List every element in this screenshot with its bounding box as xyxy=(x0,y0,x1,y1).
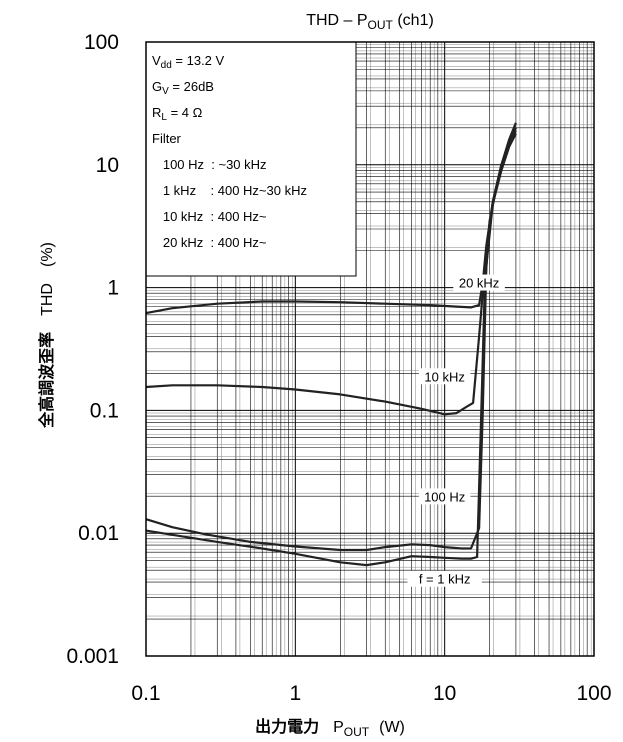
series-label-backdrop xyxy=(453,274,505,291)
series-label: 10 kHz xyxy=(424,369,464,384)
y-tick-label: 100 xyxy=(84,31,119,54)
legend-line: RL = 4 Ω xyxy=(152,105,203,123)
x-axis-label: 出力電力 POUT (W) xyxy=(255,717,405,739)
series-label-backdrop xyxy=(407,570,482,587)
x-tick-label: 1 xyxy=(289,682,301,705)
series-line xyxy=(145,127,517,567)
legend-line: Vdd = 13.2 V xyxy=(152,53,225,71)
legend-line: 20 kHz : 400 Hz~ xyxy=(152,235,267,250)
series-lines xyxy=(145,122,517,567)
tick-labels: 0.1 1 10 100 100 10 1 0.1 0.01 0.001 xyxy=(66,31,611,705)
x-tick-label: 0.1 xyxy=(131,682,160,705)
series-label-backdrop xyxy=(418,368,471,385)
series-label: f = 1 kHz xyxy=(419,572,471,587)
y-tick-label: 10 xyxy=(96,154,119,177)
x-tick-label: 100 xyxy=(576,682,611,705)
series-label-backdrop xyxy=(418,488,471,505)
y-tick-label: 0.01 xyxy=(78,522,119,545)
series-label: 20 kHz xyxy=(459,276,499,291)
y-tick-label: 0.001 xyxy=(66,645,119,668)
y-tick-label: 1 xyxy=(107,277,119,300)
y-tick-label: 0.1 xyxy=(90,399,119,422)
legend-box: Vdd = 13.2 V GV = 26dB RL = 4 Ω Filter 100 … xyxy=(145,41,357,277)
y-axis-label: 全高調波歪率THD(%) xyxy=(37,242,56,429)
legend-line: Filter xyxy=(152,131,182,146)
legend-text-lines: Vdd = 13.2 V GV = 26dB RL = 4 Ω Filter 100 … xyxy=(152,53,307,250)
legend-frame xyxy=(145,41,357,277)
series-labels: 20 kHz 10 kHz 100 Hz f = 1 kHz xyxy=(407,274,505,587)
plot-frame xyxy=(145,41,595,657)
series-label: 100 Hz xyxy=(424,489,465,504)
chart-title: THD – POUT (ch1) xyxy=(306,12,434,32)
x-tick-label: 10 xyxy=(433,682,456,705)
legend-line: GV = 26dB xyxy=(152,79,214,97)
legend-line: 100 Hz : ~30 kHz xyxy=(152,157,267,172)
legend-line: 1 kHz : 400 Hz~30 kHz xyxy=(152,183,307,198)
legend-line: 10 kHz : 400 Hz~ xyxy=(152,209,267,224)
